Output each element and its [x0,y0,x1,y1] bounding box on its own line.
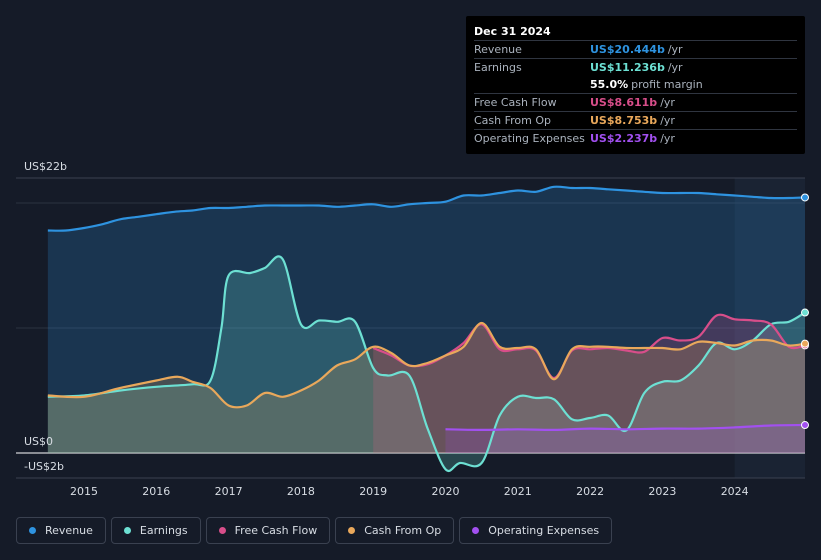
tooltip-row: Operating Expenses US$2.237b/yr [474,129,797,147]
tooltip-row: 55.0% profit margin [474,76,797,93]
legend-label: Cash From Op [364,524,442,537]
tooltip-row-unit: /yr [660,114,675,127]
tooltip-row-value: US$20.444b [590,43,665,56]
earnings-end-marker [801,308,809,317]
y-label-top: US$22b [24,160,68,173]
x-tick-label: 2019 [359,485,387,498]
y-label-bottom: -US$2b [24,460,64,473]
legend-item-cash-from-op[interactable]: Cash From Op [335,517,455,544]
tooltip-row: Cash From Op US$8.753b/yr [474,111,797,129]
tooltip: Dec 31 2024 Revenue US$20.444b/yr Earnings… [466,16,805,154]
tooltip-row-label: Revenue [474,43,522,56]
cash-from-op-area [47,323,806,453]
tooltip-row: Earnings US$11.236b/yr [474,58,797,76]
tooltip-row-label: Free Cash Flow [474,96,557,109]
legend-label: Revenue [45,524,93,537]
tooltip-row-value: US$2.237b [590,132,658,145]
x-tick-label: 2023 [648,485,676,498]
legend-label: Free Cash Flow [234,524,318,537]
tooltip-row: Free Cash Flow US$8.611b/yr [474,93,797,111]
series-lines [47,185,806,472]
tooltip-row-label: Cash From Op [474,114,552,127]
legend-label: Operating Expenses [488,524,600,537]
operating-expenses-area [445,425,805,453]
tooltip-row-value: US$8.753b [590,114,658,127]
legend-item-revenue[interactable]: Revenue [16,517,106,544]
legend-dot-icon [348,527,356,534]
tooltip-row: Revenue US$20.444b/yr [474,40,797,58]
revenue-end-marker [801,193,809,202]
legend-dot-icon [472,527,480,534]
tooltip-row-label: Earnings [474,61,522,74]
tooltip-date: Dec 31 2024 [474,25,551,38]
tooltip-row-unit: /yr [667,61,683,74]
tooltip-row-value: US$11.236b [590,61,665,74]
x-tick-label: 2015 [70,485,98,498]
series-areas [47,186,806,471]
x-tick-label: 2018 [287,485,315,498]
tooltip-row-unit: /yr [667,43,683,56]
free-cash-flow-area [373,314,805,453]
tooltip-row-unit: /yr [660,132,675,145]
earnings-line [47,255,806,472]
grid [16,177,805,479]
cash-from-op-line [47,321,806,409]
legend-label: Earnings [139,524,188,537]
revenue-line [47,185,806,232]
legend-item-free-cash-flow[interactable]: Free Cash Flow [205,517,331,544]
legend: Revenue Earnings Free Cash Flow Cash From O… [16,517,613,544]
cash-from-op-end-marker [801,339,809,348]
y-label-zero: US$0 [24,435,54,448]
earnings-area [47,256,806,471]
tooltip-row-value: 55.0% [590,78,629,91]
x-tick-label: 2024 [721,485,749,498]
x-axis-ticks: 2015 2016 2017 2018 2019 2020 2021 2022 2023 2024 [70,485,749,498]
tooltip-row-label [474,76,590,93]
tooltip-row-value: US$8.611b [590,96,658,109]
x-tick-label: 2020 [432,485,460,498]
operating-expenses-end-marker [801,421,809,430]
tooltip-row-unit: /yr [660,96,675,109]
legend-item-operating-expenses[interactable]: Operating Expenses [459,517,613,544]
series-end-markers [801,193,809,430]
operating-expenses-line [445,423,806,432]
legend-dot-icon [218,527,226,534]
x-tick-label: 2017 [215,485,243,498]
tooltip-row-unit: profit margin [631,78,703,91]
legend-item-earnings[interactable]: Earnings [110,517,201,544]
x-tick-label: 2021 [504,485,532,498]
x-tick-label: 2022 [576,485,604,498]
legend-dot-icon [29,527,36,534]
x-tick-label: 2016 [142,485,170,498]
legend-dot-icon [123,527,131,534]
tooltip-row-label: Operating Expenses [474,132,585,145]
revenue-area [47,186,806,454]
